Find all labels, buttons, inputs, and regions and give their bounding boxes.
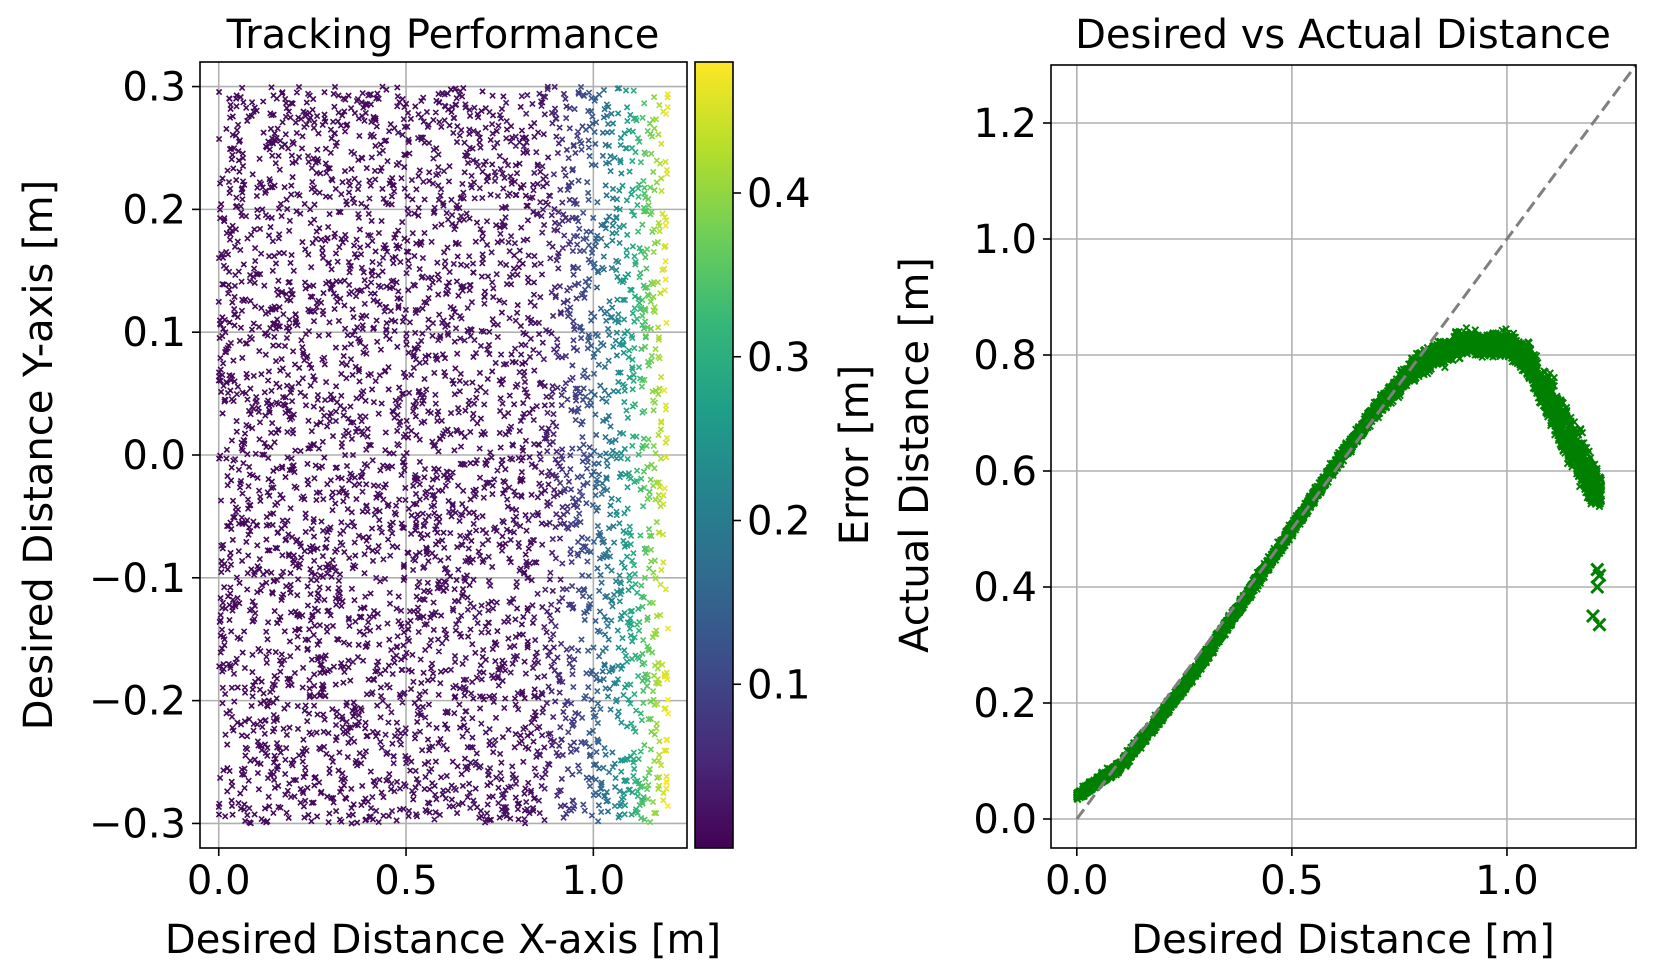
right-y-tick-label: 1.2	[973, 101, 1037, 147]
identity-reference-line	[1075, 65, 1636, 820]
left-scatter-marker-group	[657, 108, 669, 797]
left-scatter-marker-group	[541, 83, 569, 810]
colorbar-frame	[694, 61, 734, 849]
right-plot-frame	[1050, 64, 1637, 849]
outlier-marker	[1592, 617, 1607, 632]
outlier-marker	[1590, 579, 1605, 595]
right-grid	[1051, 65, 1636, 848]
right-y-tick-label: 0.8	[973, 333, 1037, 379]
outlier-marker	[1585, 608, 1601, 624]
left-scatter-marker-group	[550, 95, 575, 821]
right-x-ticks: 0.0 0.5 1.0	[1045, 848, 1539, 904]
error-colorbar: 0.1 0.2 0.3 0.4 Error [m]	[694, 61, 878, 849]
right-chart-title: Desired vs Actual Distance	[1075, 12, 1611, 58]
left-scatter-marker-group	[661, 91, 672, 792]
left-scatter-marker-group	[638, 100, 651, 823]
right-y-ticks: 0.0 0.2 0.4 0.6 0.8 1.0 1.2	[973, 101, 1051, 843]
right-y-tick-label: 0.6	[973, 449, 1037, 495]
left-x-ticks: 0.0 0.5 1.0	[187, 848, 625, 904]
left-scatter-marker-group	[654, 101, 665, 789]
left-y-axis-label: Desired Distance Y-axis [m]	[16, 180, 62, 730]
colorbar-gradient	[695, 62, 733, 848]
left-scatter-marker-group	[337, 83, 558, 826]
left-scatter-marker-group	[599, 106, 615, 815]
left-scatter-marker-group	[591, 129, 607, 798]
right-x-tick-label: 0.5	[1260, 858, 1324, 904]
left-x-tick-label: 1.0	[562, 858, 626, 904]
colorbar-tick-label: 0.3	[747, 335, 811, 381]
left-scatter-marker-group	[649, 93, 661, 817]
right-y-tick-label: 0.4	[973, 565, 1037, 611]
left-scatter-marker-group	[583, 107, 601, 790]
outlier-marker	[1592, 568, 1607, 583]
left-y-tick-label: 0.1	[122, 310, 186, 356]
left-grid	[200, 62, 687, 848]
left-scatter-points	[215, 83, 672, 827]
left-y-tick-label: 0.3	[122, 65, 186, 111]
colorbar-tick-label: 0.1	[747, 662, 811, 708]
left-scatter-marker-group	[660, 166, 671, 804]
left-scatter-marker-group	[663, 696, 672, 810]
tracking-performance-chart: 0.0 0.5 1.0 −0.3 −0.2 −0.1 0.0 0.1 0.2 0.3 Track…	[16, 12, 878, 963]
left-y-tick-label: 0.0	[122, 433, 186, 479]
right-y-tick-label: 1.0	[973, 217, 1037, 263]
left-scatter-marker-group	[612, 84, 625, 821]
left-x-tick-label: 0.0	[187, 858, 251, 904]
left-scatter-marker-group	[619, 87, 634, 794]
right-y-tick-label: 0.0	[973, 797, 1037, 843]
left-scatter-marker-group	[578, 89, 596, 819]
right-x-axis-label: Desired Distance [m]	[1131, 917, 1554, 963]
desired-vs-actual-chart: 0.0 0.5 1.0 0.0 0.2 0.4 0.6 0.8 1.0 1.2 Desired …	[892, 12, 1637, 963]
left-y-tick-label: −0.3	[89, 801, 186, 847]
left-scatter-marker-group	[594, 86, 610, 816]
right-x-tick-label: 1.0	[1475, 858, 1539, 904]
left-scatter-marker-group	[586, 91, 604, 825]
colorbar-ticks: 0.1 0.2 0.3 0.4	[733, 171, 811, 708]
colorbar-tick-label: 0.4	[747, 171, 811, 217]
left-x-tick-label: 0.5	[374, 858, 438, 904]
left-scatter-marker-group	[644, 120, 656, 826]
right-y-axis-label: Actual Distance [m]	[892, 257, 938, 653]
left-chart-title: Tracking Performance	[226, 12, 660, 58]
left-y-tick-label: −0.1	[89, 556, 186, 602]
left-y-tick-label: 0.2	[122, 187, 186, 233]
left-y-ticks: −0.3 −0.2 −0.1 0.0 0.1 0.2 0.3	[89, 65, 200, 847]
right-scatter-band	[1072, 323, 1606, 804]
colorbar-tick-label: 0.2	[747, 499, 811, 545]
right-x-tick-label: 0.0	[1045, 858, 1109, 904]
left-scatter-marker-group	[633, 138, 647, 816]
left-y-tick-label: −0.2	[89, 679, 186, 725]
right-y-tick-label: 0.2	[973, 681, 1037, 727]
colorbar-label: Error [m]	[832, 365, 878, 545]
left-x-axis-label: Desired Distance X-axis [m]	[165, 917, 721, 963]
left-scatter-marker-group	[569, 90, 590, 753]
right-scatter-points	[1072, 323, 1607, 804]
left-scatter-marker-group	[601, 101, 617, 805]
